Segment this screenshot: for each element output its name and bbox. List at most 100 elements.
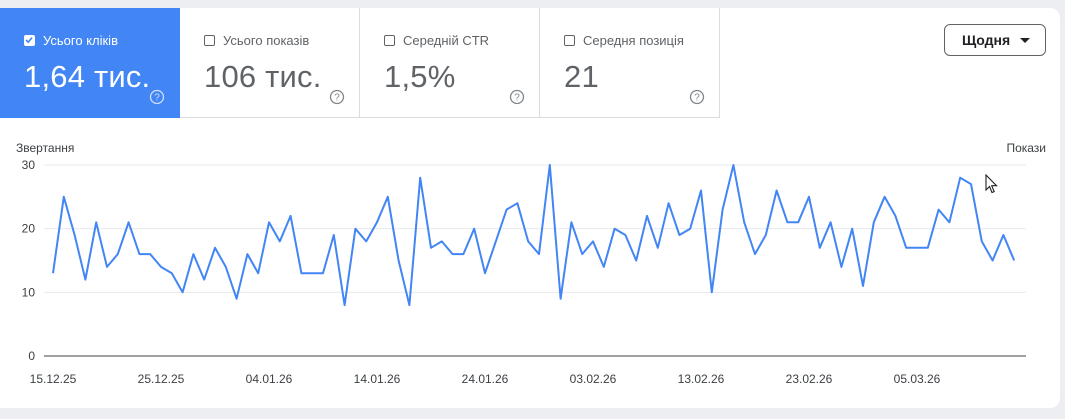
data-point[interactable] — [687, 226, 693, 232]
data-point[interactable] — [752, 251, 758, 257]
data-point[interactable] — [957, 175, 963, 181]
data-point[interactable] — [234, 296, 240, 302]
data-point[interactable] — [979, 238, 985, 244]
data-point[interactable] — [622, 232, 628, 238]
data-point[interactable] — [363, 238, 369, 244]
data-point[interactable] — [547, 162, 553, 168]
data-point[interactable] — [817, 245, 823, 251]
data-point[interactable] — [385, 194, 391, 200]
checkbox-checked-icon[interactable] — [24, 35, 35, 46]
data-point[interactable] — [61, 194, 67, 200]
data-point[interactable] — [342, 302, 348, 308]
data-point[interactable] — [525, 238, 531, 244]
data-point[interactable] — [925, 245, 931, 251]
data-point[interactable] — [774, 187, 780, 193]
data-point[interactable] — [417, 175, 423, 181]
data-point[interactable] — [82, 277, 88, 283]
data-point[interactable] — [493, 238, 499, 244]
data-point[interactable] — [882, 194, 888, 200]
data-point[interactable] — [936, 207, 942, 213]
data-point[interactable] — [158, 264, 164, 270]
data-point[interactable] — [266, 219, 272, 225]
data-point[interactable] — [223, 264, 229, 270]
data-point[interactable] — [147, 251, 153, 257]
data-point[interactable] — [406, 302, 412, 308]
data-point[interactable] — [860, 283, 866, 289]
data-point[interactable] — [568, 219, 574, 225]
metric-tile-impressions[interactable]: Усього показів 106 тис. ? — [180, 8, 360, 118]
data-point[interactable] — [946, 219, 952, 225]
data-point[interactable] — [601, 264, 607, 270]
data-point[interactable] — [352, 226, 358, 232]
data-point[interactable] — [104, 264, 110, 270]
data-point[interactable] — [644, 213, 650, 219]
data-point[interactable] — [903, 245, 909, 251]
data-point[interactable] — [633, 258, 639, 264]
data-point[interactable] — [396, 258, 402, 264]
data-point[interactable] — [244, 251, 250, 257]
data-point[interactable] — [514, 200, 520, 206]
data-point[interactable] — [450, 251, 456, 257]
data-point[interactable] — [914, 245, 920, 251]
metric-tile-position[interactable]: Середня позиція 21 ? — [540, 8, 720, 118]
data-point[interactable] — [579, 251, 585, 257]
help-icon[interactable]: ? — [689, 89, 705, 105]
data-point[interactable] — [720, 207, 726, 213]
data-point[interactable] — [1011, 258, 1017, 264]
data-point[interactable] — [612, 226, 618, 232]
data-point[interactable] — [374, 219, 380, 225]
data-point[interactable] — [320, 270, 326, 276]
data-point[interactable] — [309, 270, 315, 276]
help-icon[interactable]: ? — [329, 89, 345, 105]
data-point[interactable] — [871, 219, 877, 225]
data-point[interactable] — [126, 219, 132, 225]
data-point[interactable] — [190, 251, 196, 257]
data-point[interactable] — [504, 207, 510, 213]
data-point[interactable] — [990, 258, 996, 264]
metric-tile-ctr[interactable]: Середній CTR 1,5% ? — [360, 8, 540, 118]
clicks-line-chart[interactable]: 0 10 20 30 15.12.25 25.12.25 04.01.26 14.01.26 2… — [0, 8, 1060, 408]
checkbox-unchecked-icon[interactable] — [384, 35, 395, 46]
data-point[interactable] — [1000, 232, 1006, 238]
data-point[interactable] — [806, 194, 812, 200]
data-point[interactable] — [482, 270, 488, 276]
data-point[interactable] — [288, 213, 294, 219]
help-icon[interactable]: ? — [149, 89, 165, 105]
data-point[interactable] — [93, 219, 99, 225]
data-point[interactable] — [892, 213, 898, 219]
data-point[interactable] — [730, 162, 736, 168]
data-point[interactable] — [439, 238, 445, 244]
data-point[interactable] — [698, 187, 704, 193]
granularity-dropdown[interactable]: Щодня — [944, 24, 1046, 56]
data-point[interactable] — [50, 270, 56, 276]
data-point[interactable] — [331, 232, 337, 238]
data-point[interactable] — [136, 251, 142, 257]
data-point[interactable] — [298, 270, 304, 276]
data-point[interactable] — [212, 245, 218, 251]
help-icon[interactable]: ? — [509, 89, 525, 105]
data-point[interactable] — [471, 226, 477, 232]
data-point[interactable] — [558, 296, 564, 302]
data-point[interactable] — [741, 219, 747, 225]
data-point[interactable] — [849, 226, 855, 232]
data-point[interactable] — [460, 251, 466, 257]
clicks-series-line[interactable] — [52, 164, 1016, 307]
data-point[interactable] — [536, 251, 542, 257]
data-point[interactable] — [838, 264, 844, 270]
data-point[interactable] — [169, 270, 175, 276]
data-point[interactable] — [968, 181, 974, 187]
checkbox-unchecked-icon[interactable] — [204, 35, 215, 46]
data-point[interactable] — [277, 238, 283, 244]
data-point[interactable] — [784, 219, 790, 225]
data-point[interactable] — [590, 238, 596, 244]
data-point[interactable] — [201, 277, 207, 283]
data-point[interactable] — [655, 245, 661, 251]
data-point[interactable] — [763, 232, 769, 238]
checkbox-unchecked-icon[interactable] — [564, 35, 575, 46]
data-point[interactable] — [795, 219, 801, 225]
data-point[interactable] — [180, 289, 186, 295]
data-point[interactable] — [255, 270, 261, 276]
data-point[interactable] — [828, 219, 834, 225]
metric-tile-clicks[interactable]: Усього кліків 1,64 тис. ? — [0, 8, 180, 118]
data-point[interactable] — [72, 232, 78, 238]
